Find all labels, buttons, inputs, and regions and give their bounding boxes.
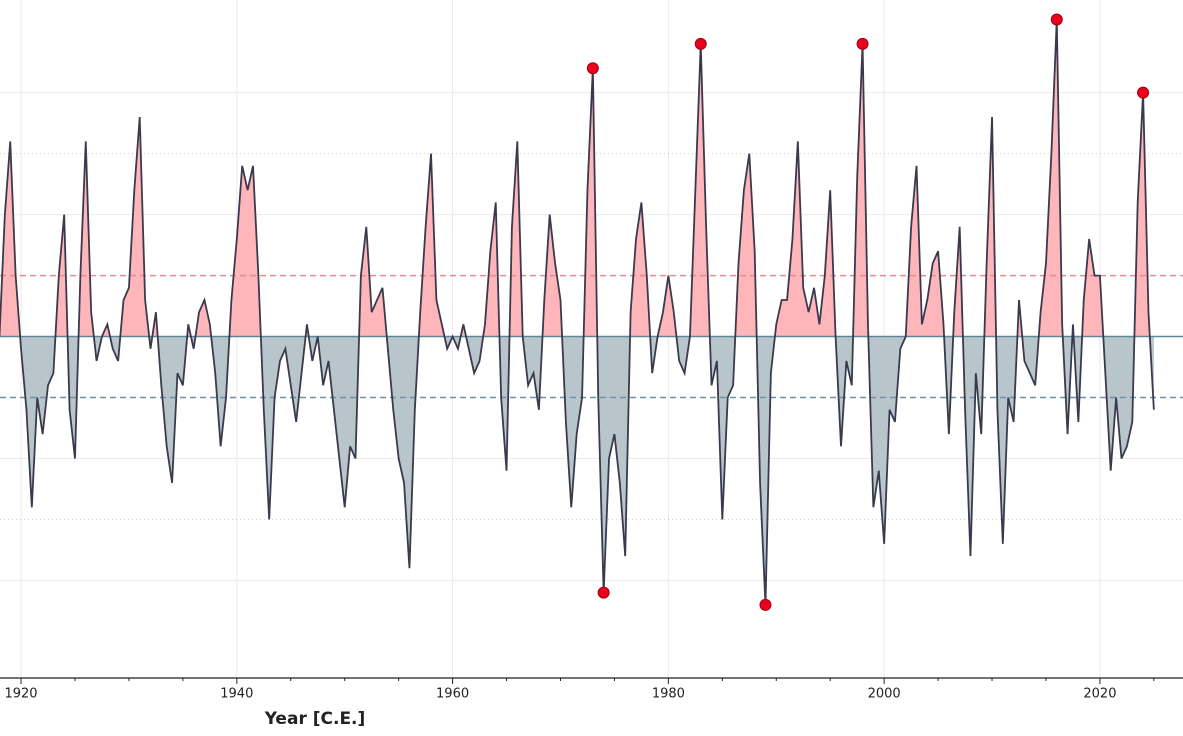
series-line bbox=[0, 19, 1155, 605]
extreme-marker bbox=[1050, 13, 1063, 26]
negative-area bbox=[20, 336, 1154, 605]
extreme-marker bbox=[856, 37, 869, 50]
x-tick-label: 1940 bbox=[220, 687, 253, 702]
extreme-marker bbox=[759, 598, 772, 611]
extreme-marker bbox=[1137, 86, 1150, 99]
x-axis-label: Year [C.E.] bbox=[264, 709, 366, 729]
x-tick-label: 1920 bbox=[4, 687, 37, 702]
positive-area bbox=[0, 19, 1154, 337]
x-tick-label: 1980 bbox=[652, 687, 685, 702]
extreme-marker bbox=[586, 62, 599, 75]
extreme-marker bbox=[597, 586, 610, 599]
extreme-marker bbox=[694, 37, 707, 50]
x-tick-label: 1960 bbox=[436, 687, 469, 702]
x-tick-label: 2020 bbox=[1083, 687, 1116, 702]
x-tick-label: 2000 bbox=[868, 687, 901, 702]
